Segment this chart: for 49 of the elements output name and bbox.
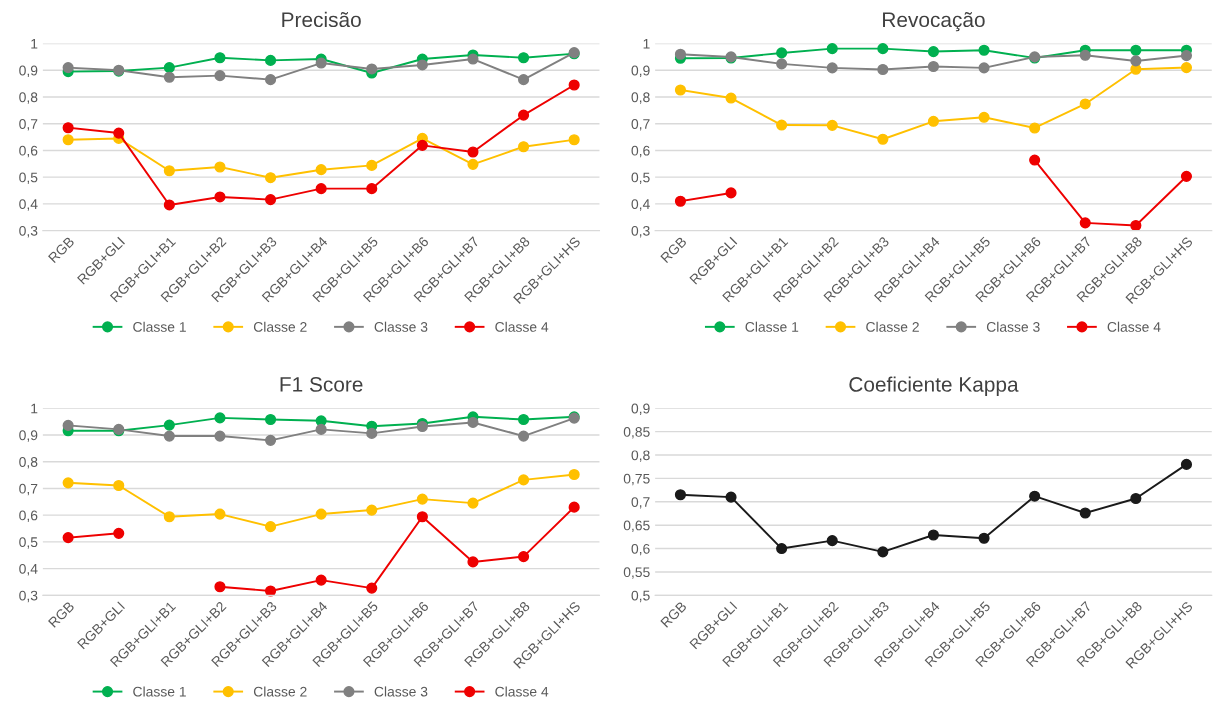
y-tick-label: 0,8 — [19, 92, 38, 104]
y-tick-label: 0,6 — [19, 510, 38, 522]
y-tick-label: 0,5 — [19, 537, 38, 549]
y-tick-label: 1 — [643, 39, 650, 49]
y-tick-label: 1 — [31, 39, 38, 49]
y-tick-label: 0,65 — [623, 520, 650, 532]
y-tick-label: 0,4 — [19, 199, 38, 211]
y-tick-label: 1 — [31, 403, 38, 414]
legend-label: Classe 4 — [1107, 321, 1161, 332]
y-tick-label: 0,3 — [19, 590, 38, 603]
y-tick-label: 0,3 — [19, 225, 38, 238]
y-tick-label: 0,85 — [623, 427, 650, 439]
legend-label: Classe 4 — [495, 686, 549, 697]
legend-label: Classe 3 — [374, 686, 428, 697]
chart-title: Coeficiente Kappa — [849, 376, 1019, 396]
y-tick-label: 0,6 — [631, 543, 650, 556]
legend-label: Classe 2 — [253, 686, 307, 697]
y-tick-label: 0,6 — [631, 145, 650, 158]
legend-label: Classe 1 — [133, 686, 186, 697]
y-tick-label: 0,6 — [19, 145, 38, 158]
y-tick-label: 0,9 — [19, 65, 38, 78]
legend-label: Classe 1 — [745, 321, 799, 332]
chart-title: Precisão — [282, 11, 361, 28]
y-tick-label: 0,5 — [631, 172, 650, 184]
legend-label: Classe 3 — [374, 321, 428, 332]
y-tick-label: 0,5 — [19, 172, 38, 184]
y-tick-label: 0,8 — [631, 450, 650, 462]
y-tick-label: 0,5 — [631, 590, 650, 603]
y-tick-label: 0,7 — [631, 497, 650, 509]
y-tick-label: 0,9 — [631, 65, 650, 78]
y-tick-label: 0,3 — [631, 225, 650, 238]
y-tick-label: 0,8 — [631, 92, 650, 104]
legend-label: Classe 4 — [495, 321, 549, 332]
y-tick-label: 0,4 — [631, 199, 650, 211]
y-tick-label: 0,7 — [631, 119, 650, 131]
legend-label: Classe 1 — [133, 321, 186, 332]
legend-label: Classe 2 — [253, 321, 307, 332]
y-tick-label: 0,55 — [623, 567, 650, 579]
y-tick-label: 0,4 — [19, 563, 38, 576]
y-tick-label: 0,9 — [631, 403, 650, 416]
y-tick-label: 0,75 — [623, 473, 650, 486]
chart-title: Revocação — [883, 11, 985, 32]
legend-label: Classe 3 — [986, 321, 1040, 332]
legend-label: Classe 2 — [866, 321, 919, 332]
y-tick-label: 0,7 — [19, 119, 38, 131]
y-tick-label: 0,8 — [19, 457, 38, 469]
y-tick-label: 0,9 — [19, 430, 38, 442]
chart-title: F1 Score — [280, 377, 363, 392]
y-tick-label: 0,7 — [19, 483, 38, 496]
